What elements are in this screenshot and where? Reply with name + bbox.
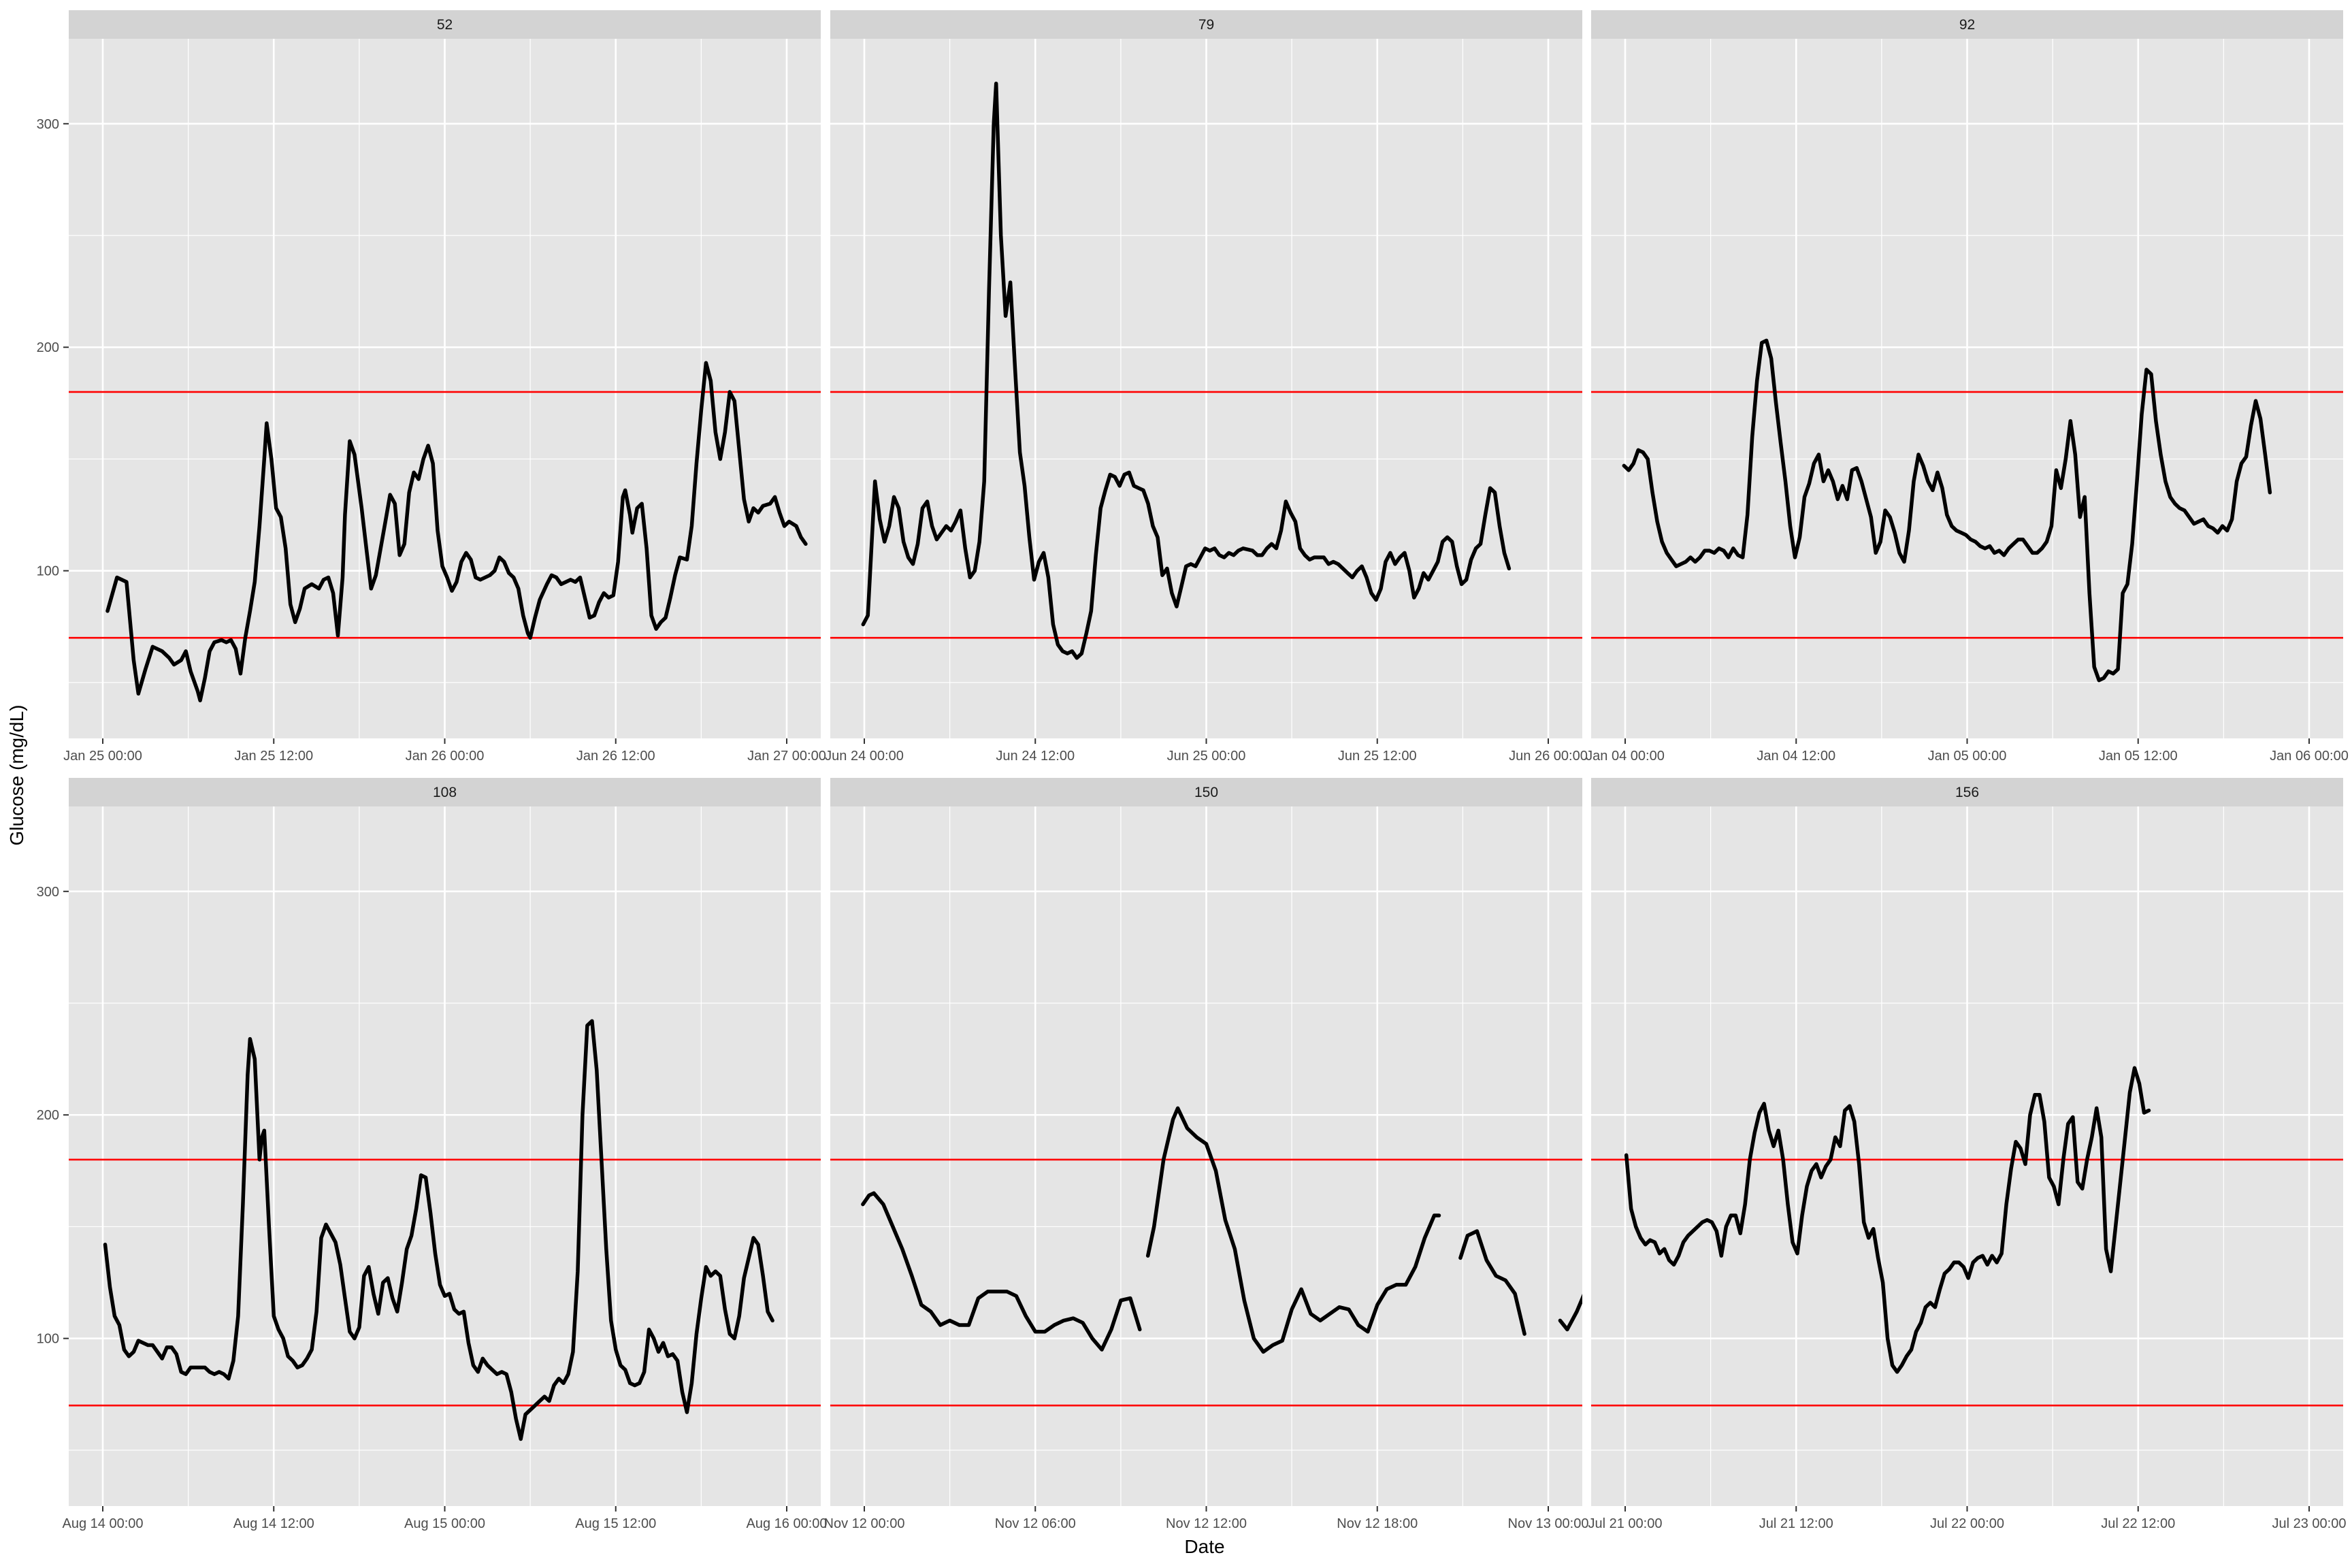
x-tick-label: Jan 04 00:00 bbox=[1586, 749, 1665, 764]
glucose-line-segment bbox=[105, 361, 808, 702]
x-tick-label: Nov 12 12:00 bbox=[1166, 1516, 1247, 1531]
x-tick-label: Jul 22 00:00 bbox=[1930, 1516, 2004, 1531]
facet-strip bbox=[69, 778, 821, 806]
x-tick-label: Aug 16 00:00 bbox=[747, 1516, 828, 1531]
facet-strip-label: 92 bbox=[1959, 17, 1975, 33]
facet-panel-108: 108 Aug 14 00:00 Aug 14 12:00 Aug 15 00:00 A… bbox=[63, 778, 828, 1531]
glucose-line-segment bbox=[1458, 1229, 1526, 1336]
x-tick-label: Jun 24 12:00 bbox=[996, 749, 1075, 764]
facet-strip-label: 156 bbox=[1955, 785, 1979, 800]
facet-strip bbox=[830, 10, 1582, 39]
x-tick-label: Jul 21 00:00 bbox=[1588, 1516, 1663, 1531]
glucose-line-segment bbox=[1558, 1294, 1582, 1332]
x-tick-label: Jan 26 00:00 bbox=[406, 749, 485, 764]
y-axes: 100 200 300 100 200 300 bbox=[37, 117, 69, 1347]
x-tick-label: Jan 25 12:00 bbox=[234, 749, 313, 764]
glucose-line-segment bbox=[103, 1019, 774, 1441]
facet-strip-label: 150 bbox=[1194, 785, 1218, 800]
facet-panels: 52 Jan 25 00:00 Jan 25 12:00 Jan 26 00:00 Ja… bbox=[63, 10, 2349, 1531]
glucose-line-segment bbox=[1145, 1106, 1441, 1354]
x-tick-label: Jun 25 12:00 bbox=[1338, 749, 1417, 764]
glucose-line-segment bbox=[1624, 1066, 2151, 1374]
facet-strip-label: 52 bbox=[437, 17, 453, 33]
x-tick-label: Jul 23 00:00 bbox=[2272, 1516, 2347, 1531]
x-tick-label: Aug 14 12:00 bbox=[233, 1516, 314, 1531]
x-tick-label: Aug 15 12:00 bbox=[575, 1516, 656, 1531]
x-tick-label: Nov 13 00:00 bbox=[1508, 1516, 1589, 1531]
x-tick-label: Nov 12 18:00 bbox=[1337, 1516, 1418, 1531]
facet-strip-label: 108 bbox=[433, 785, 457, 800]
y-tick-label: 100 bbox=[37, 1332, 59, 1347]
facet-panel-156: 156 Jul 21 00:00 Jul 21 12:00 Jul 22 00:00 J… bbox=[1588, 778, 2347, 1531]
facet-strip bbox=[830, 778, 1582, 806]
facet-panel-79: 79 Jun 24 00:00 Jun 24 12:00 Jun 25 00:00 Ju… bbox=[825, 10, 1588, 764]
x-tick-label: Jul 21 12:00 bbox=[1759, 1516, 1833, 1531]
x-axis-title: Date bbox=[1184, 1536, 1224, 1557]
facet-panel-52: 52 Jan 25 00:00 Jan 25 12:00 Jan 26 00:00 Ja… bbox=[63, 10, 826, 764]
x-tick-label: Jun 24 00:00 bbox=[825, 749, 904, 764]
y-tick-label: 300 bbox=[37, 117, 59, 132]
x-tick-label: Jan 05 00:00 bbox=[1928, 749, 2007, 764]
x-tick-label: Jan 26 12:00 bbox=[576, 749, 655, 764]
x-tick-label: Jun 26 00:00 bbox=[1509, 749, 1588, 764]
x-tick-label: Jul 22 12:00 bbox=[2101, 1516, 2175, 1531]
facet-strip-label: 79 bbox=[1198, 17, 1214, 33]
x-tick-label: Jan 25 00:00 bbox=[63, 749, 142, 764]
facet-strip bbox=[1591, 10, 2343, 39]
x-tick-label: Jan 06 00:00 bbox=[2270, 749, 2349, 764]
y-axis-title: Glucose (mg/dL) bbox=[6, 705, 27, 846]
glucose-line-segment bbox=[861, 81, 1512, 660]
x-tick-label: Jan 27 00:00 bbox=[747, 749, 826, 764]
x-tick-label: Aug 15 00:00 bbox=[404, 1516, 485, 1531]
facet-panel-92: 92 Jan 04 00:00 Jan 04 12:00 Jan 05 00:00 Ja… bbox=[1586, 10, 2349, 764]
x-tick-label: Jun 25 00:00 bbox=[1167, 749, 1246, 764]
y-tick-label: 200 bbox=[37, 340, 59, 355]
y-tick-label: 300 bbox=[37, 885, 59, 900]
glucose-line-segment bbox=[1622, 338, 2272, 683]
x-tick-label: Nov 12 06:00 bbox=[995, 1516, 1076, 1531]
x-tick-label: Nov 12 00:00 bbox=[824, 1516, 905, 1531]
y-tick-label: 200 bbox=[37, 1108, 59, 1123]
facet-strip bbox=[69, 10, 821, 39]
x-tick-label: Jan 05 12:00 bbox=[2099, 749, 2178, 764]
facet-panel-150: 150 Nov 12 00:00 Nov 12 06:00 Nov 12 12:00 N… bbox=[824, 778, 1589, 1531]
y-tick-label: 100 bbox=[37, 564, 59, 579]
x-tick-label: Jan 04 12:00 bbox=[1757, 749, 1835, 764]
glucose-line-segment bbox=[861, 1191, 1142, 1352]
x-tick-label: Aug 14 00:00 bbox=[63, 1516, 144, 1531]
facet-strip bbox=[1591, 778, 2343, 806]
